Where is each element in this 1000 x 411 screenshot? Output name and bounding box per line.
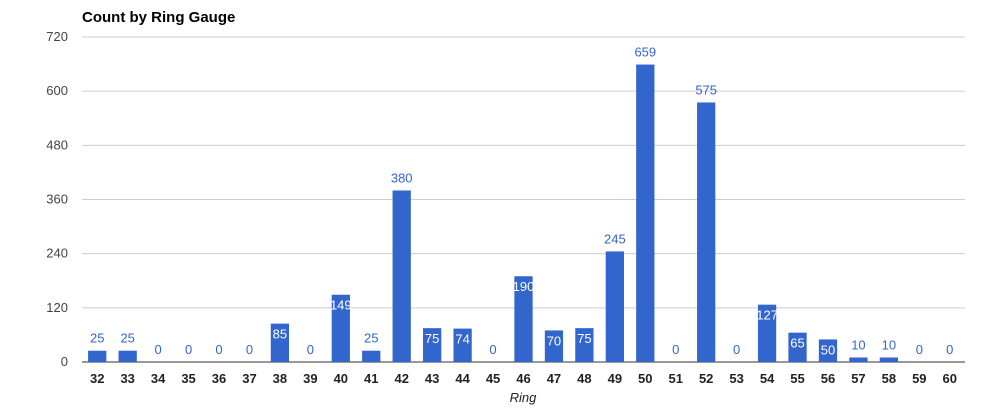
y-tick-label: 0 [61, 354, 68, 369]
x-tick-label: 46 [516, 371, 530, 386]
x-tick-label: 54 [760, 371, 775, 386]
y-axis-ticks: 0 120 240 360 480 600 720 [46, 29, 68, 369]
data-label: 0 [733, 342, 740, 357]
x-tick-label: 35 [181, 371, 195, 386]
x-tick-label: 33 [120, 371, 134, 386]
x-axis-title: Ring [510, 390, 538, 405]
x-tick-label: 37 [242, 371, 256, 386]
bar [757, 304, 777, 362]
data-label: 10 [851, 337, 865, 352]
data-label: 0 [215, 342, 222, 357]
x-tick-label: 45 [486, 371, 500, 386]
data-label: 85 [273, 327, 287, 342]
data-label: 75 [577, 331, 591, 346]
y-tick-label: 720 [46, 29, 68, 44]
data-label: 190 [513, 279, 535, 294]
x-tick-label: 53 [729, 371, 743, 386]
x-tick-label: 56 [821, 371, 835, 386]
bar [636, 64, 655, 362]
data-label: 245 [604, 231, 626, 246]
data-label: 149 [330, 298, 352, 313]
data-label: 74 [455, 332, 469, 347]
data-label: 0 [672, 342, 679, 357]
x-tick-label: 32 [90, 371, 104, 386]
y-tick-label: 480 [46, 137, 68, 152]
data-label: 575 [695, 82, 717, 97]
data-label: 0 [246, 342, 253, 357]
x-tick-label: 43 [425, 371, 439, 386]
data-label: 0 [155, 342, 162, 357]
bars [88, 64, 899, 362]
data-label: 0 [489, 342, 496, 357]
y-tick-label: 600 [46, 83, 68, 98]
x-tick-label: 44 [455, 371, 470, 386]
x-tick-label: 50 [638, 371, 652, 386]
x-tick-label: 42 [394, 371, 408, 386]
x-tick-label: 36 [212, 371, 226, 386]
x-axis-ticks: 32 33 34 35 36 37 38 39 40 41 42 43 44 45 46 47 48 49 50 51… [90, 371, 957, 386]
x-tick-label: 48 [577, 371, 591, 386]
x-tick-label: 52 [699, 371, 713, 386]
data-labels: 25 25 0 0 0 0 85 0 149 25 380 75 74 0 190 70 75 245 659 0 57… [90, 45, 953, 358]
bar [331, 294, 350, 362]
data-label: 25 [90, 331, 104, 346]
data-label: 10 [882, 337, 896, 352]
x-tick-label: 39 [303, 371, 317, 386]
data-label: 70 [547, 333, 561, 348]
y-tick-label: 120 [46, 300, 68, 315]
y-tick-label: 360 [46, 192, 68, 207]
bar [849, 357, 868, 362]
x-tick-label: 49 [608, 371, 622, 386]
bar [423, 328, 442, 362]
bar [362, 350, 381, 362]
bar [879, 357, 899, 362]
data-label: 25 [364, 331, 378, 346]
data-label: 65 [790, 336, 804, 351]
x-tick-label: 58 [882, 371, 896, 386]
x-tick-label: 57 [851, 371, 865, 386]
bar [788, 332, 807, 362]
x-tick-label: 59 [912, 371, 926, 386]
x-tick-label: 38 [273, 371, 287, 386]
x-tick-label: 51 [669, 371, 683, 386]
x-tick-label: 55 [790, 371, 804, 386]
bar [88, 350, 107, 362]
data-label: 0 [916, 342, 923, 357]
bar [514, 276, 533, 362]
data-label: 50 [821, 342, 835, 357]
data-label: 25 [120, 331, 134, 346]
x-tick-label: 60 [943, 371, 957, 386]
x-tick-label: 40 [334, 371, 348, 386]
bar [605, 251, 624, 362]
data-label: 0 [307, 342, 314, 357]
bar [544, 330, 564, 362]
x-tick-label: 34 [151, 371, 166, 386]
bar [818, 339, 838, 362]
data-label: 0 [946, 342, 953, 357]
x-tick-label: 41 [364, 371, 378, 386]
bar [697, 102, 716, 362]
bar [575, 328, 594, 362]
bar [118, 350, 137, 362]
chart-title: Count by Ring Gauge [82, 9, 236, 26]
data-label: 659 [634, 45, 656, 60]
data-label: 0 [185, 342, 192, 357]
bar [453, 328, 472, 362]
data-label: 127 [756, 308, 778, 323]
data-label: 380 [391, 170, 413, 185]
bar [270, 323, 290, 362]
bar [392, 190, 411, 362]
data-label: 75 [425, 331, 439, 346]
y-tick-label: 240 [46, 246, 68, 261]
x-tick-label: 47 [547, 371, 561, 386]
